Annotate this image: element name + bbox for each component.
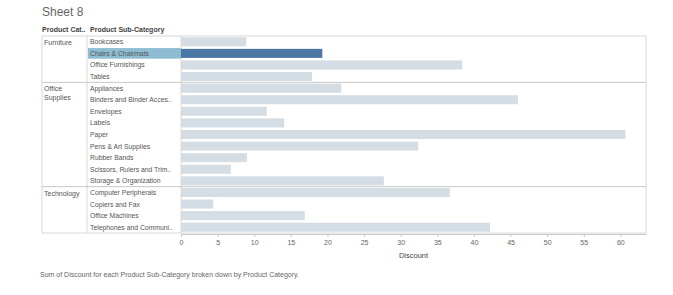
tick-mark <box>181 234 182 237</box>
header: Product Cat.. <box>42 26 86 33</box>
group-label: OfficeSupplies <box>44 85 71 102</box>
category-label[interactable]: Storage & Organization <box>90 177 161 185</box>
tick-mark <box>511 234 512 237</box>
title: Sheet 8 <box>42 5 84 19</box>
tick-mark <box>254 234 255 237</box>
tick: 45 <box>507 234 515 246</box>
bar[interactable] <box>181 176 384 185</box>
bar[interactable] <box>181 49 322 58</box>
tick: 5 <box>216 234 220 246</box>
category-label[interactable]: Office Machines <box>90 212 139 219</box>
tick-mark <box>584 234 585 237</box>
tick: 20 <box>324 234 332 246</box>
tick: 50 <box>544 234 552 246</box>
tick-label: 0 <box>180 239 184 246</box>
bars <box>181 37 625 231</box>
tick: 40 <box>471 234 479 246</box>
bar[interactable] <box>181 211 305 220</box>
tick-label: 35 <box>434 239 442 246</box>
bar[interactable] <box>181 95 518 104</box>
category-label[interactable]: Binders and Binder Acces.. <box>90 96 172 103</box>
category-label[interactable]: Tables <box>90 73 110 80</box>
chart: Sheet 8 Product Cat.. Product Sub-Category… <box>0 0 673 295</box>
bar[interactable] <box>181 72 312 81</box>
category-label[interactable]: Pens & Art Supplies <box>90 143 151 151</box>
tick-label: 25 <box>361 239 369 246</box>
bar[interactable] <box>181 153 247 162</box>
axis-title: Discount <box>399 251 429 260</box>
tick-label: 45 <box>507 239 515 246</box>
tick-mark <box>401 234 402 237</box>
category-label[interactable]: Computer Peripherals <box>90 189 157 197</box>
tick: 60 <box>617 234 625 246</box>
bar[interactable] <box>181 37 246 46</box>
tick-label: 50 <box>544 239 552 246</box>
tick-mark <box>218 234 219 237</box>
tick-mark <box>327 234 328 237</box>
bar[interactable] <box>181 165 231 174</box>
tick-label: 10 <box>251 239 259 246</box>
category-label[interactable]: Chairs & Chairmats <box>90 50 150 57</box>
tick: 0 <box>180 234 184 246</box>
tick-label: 15 <box>287 239 295 246</box>
group-label: Technology <box>44 190 80 198</box>
x-axis: 0 5 10 15 20 25 30 35 40 45 50 55 60 <box>180 234 647 246</box>
tick-label: 20 <box>324 239 332 246</box>
category-label[interactable]: Paper <box>90 131 109 139</box>
category-label[interactable]: Labels <box>90 119 111 126</box>
tick-mark <box>364 234 365 237</box>
bar[interactable] <box>181 142 418 151</box>
bar[interactable] <box>181 107 267 116</box>
selection-highlight <box>88 48 181 59</box>
tick-mark <box>474 234 475 237</box>
x-axis-line <box>182 234 647 235</box>
category-label[interactable]: Office Furnishings <box>90 61 145 69</box>
group-separator <box>42 186 646 187</box>
bar[interactable] <box>181 130 625 139</box>
tick-label: 30 <box>397 239 405 246</box>
bar[interactable] <box>181 200 213 209</box>
tick-label: 55 <box>580 239 588 246</box>
tick-mark <box>620 234 621 237</box>
category-label[interactable]: Appliances <box>90 85 124 93</box>
tick: 15 <box>287 234 295 246</box>
tick-mark <box>547 234 548 237</box>
panel-frame <box>42 36 646 233</box>
tick: 55 <box>580 234 588 246</box>
group-label: Furniture <box>44 39 72 46</box>
tick: 25 <box>361 234 369 246</box>
bar[interactable] <box>181 188 450 197</box>
bar[interactable] <box>181 223 490 232</box>
column-divider <box>87 36 88 233</box>
category-label[interactable]: Bookcases <box>90 38 124 45</box>
category-label[interactable]: Copiers and Fax <box>90 201 140 209</box>
category-label[interactable]: Telephones and Communi.. <box>90 224 173 232</box>
bar[interactable] <box>181 60 462 69</box>
tick: 35 <box>434 234 442 246</box>
bar[interactable] <box>181 84 341 93</box>
category-label[interactable]: Scissors, Rulers and Trim.. <box>90 166 171 173</box>
header: Product Sub-Category <box>90 26 164 34</box>
category-label[interactable]: Rubber Bands <box>90 154 134 161</box>
tick-mark <box>437 234 438 237</box>
group-separator <box>42 82 646 83</box>
tick-label: 5 <box>216 239 220 246</box>
category-label[interactable]: Envelopes <box>90 108 122 116</box>
bar[interactable] <box>181 118 284 127</box>
tick-label: 40 <box>471 239 479 246</box>
tick: 10 <box>251 234 259 246</box>
tick-label: 60 <box>617 239 625 246</box>
caption: Sum of Discount for each Product Sub-Cat… <box>40 271 299 279</box>
tick: 30 <box>397 234 405 246</box>
tick-mark <box>291 234 292 237</box>
